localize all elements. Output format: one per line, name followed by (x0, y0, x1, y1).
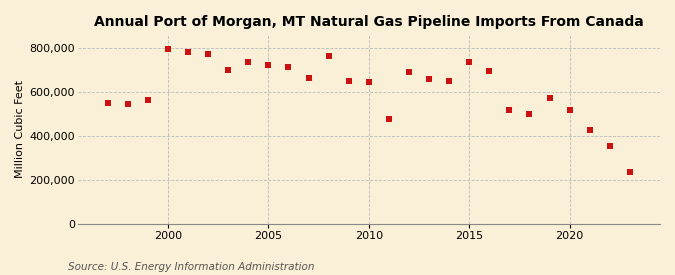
Point (303, 76, 314, 81)
Point (283, 65, 294, 70)
Point (223, 67, 234, 72)
Point (424, 77, 435, 82)
Point (443, 78, 454, 83)
Point (103, 100, 113, 105)
Point (585, 128, 595, 132)
Point (243, 60, 254, 64)
Point (544, 96, 555, 100)
Point (524, 111, 535, 116)
Point (363, 79, 374, 84)
Point (383, 117, 394, 121)
Title: Annual Port of Morgan, MT Natural Gas Pipeline Imports From Canada: Annual Port of Morgan, MT Natural Gas Pi… (94, 15, 644, 29)
Point (263, 63, 274, 67)
Point (484, 68, 495, 73)
Point (564, 108, 575, 112)
Point (142, 98, 153, 103)
Point (624, 170, 635, 174)
Point (464, 60, 475, 64)
Point (183, 50, 194, 54)
Point (504, 108, 515, 112)
Point (323, 54, 334, 59)
Y-axis label: Million Cubic Feet: Million Cubic Feet (15, 80, 25, 178)
Point (202, 52, 213, 56)
Text: Source: U.S. Energy Information Administration: Source: U.S. Energy Information Administ… (68, 262, 314, 272)
Point (122, 101, 133, 106)
Point (344, 78, 354, 83)
Point (404, 70, 414, 74)
Point (163, 46, 173, 51)
Point (604, 143, 615, 148)
